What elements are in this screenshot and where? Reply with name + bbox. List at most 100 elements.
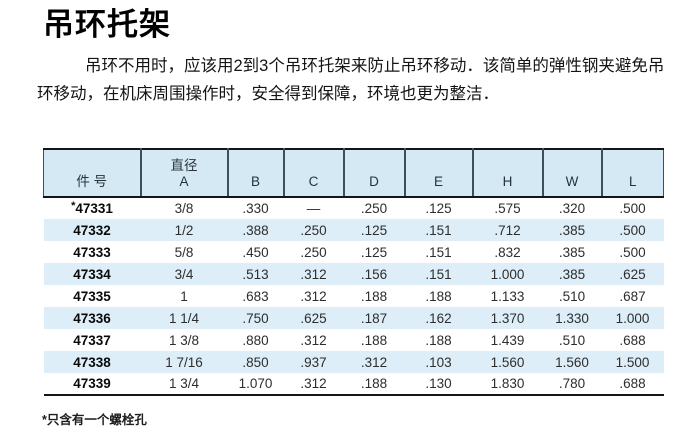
value-cell: 1/2 — [140, 219, 228, 241]
part-number-cell: 47339 — [43, 373, 141, 396]
header-label: B — [250, 174, 260, 189]
value-cell: .125 — [343, 241, 405, 263]
part-number-cell: 47336 — [43, 307, 141, 329]
value-cell: .510 — [542, 329, 602, 351]
part-number-cell: 47338 — [43, 351, 141, 373]
value-cell: 3/8 — [140, 197, 228, 219]
value-cell: .385 — [542, 241, 602, 263]
value-cell: 1.560 — [542, 351, 602, 373]
value-cell: 5/8 — [140, 241, 228, 263]
value-cell: .130 — [404, 373, 473, 396]
value-cell: 1.000 — [472, 263, 543, 285]
value-cell: .188 — [404, 329, 473, 351]
value-cell: .320 — [542, 197, 602, 219]
header-label: H — [502, 174, 513, 189]
value-cell: .125 — [404, 197, 473, 219]
part-number-cell: 47333 — [43, 241, 141, 263]
value-cell: — — [283, 197, 344, 219]
value-cell: .312 — [283, 373, 344, 396]
page-title: 吊环托架 — [43, 7, 171, 42]
value-cell: .250 — [343, 197, 405, 219]
table-header-row: 件 号 直径 A B C D E H W L — [43, 149, 664, 198]
value-cell: .500 — [601, 241, 664, 263]
table-header: 件 号 直径 A B C D E H W L — [43, 149, 664, 198]
intro-paragraph: 吊环不用时，应该用2到3个吊环托架来防止吊环移动．该简单的弹性钢夹避免吊 环移动… — [37, 52, 679, 108]
value-cell: .388 — [227, 219, 284, 241]
value-cell: .188 — [343, 329, 405, 351]
value-cell: 1.830 — [472, 373, 543, 396]
value-cell: .688 — [601, 373, 664, 396]
value-cell: 1.133 — [472, 285, 543, 307]
value-cell: .385 — [542, 219, 602, 241]
table-body: *47331 3/8.330— .250.125.575.320.500 47332 1… — [43, 197, 664, 396]
value-cell: .625 — [283, 307, 344, 329]
table-row: 47333 5/8.450.250.125.151.832.385.500 — [43, 241, 664, 263]
value-cell: 1 3/4 — [140, 373, 228, 396]
table-row: 47337 1 3/8.880.312.188.188 1.439.510.688 — [43, 329, 664, 351]
value-cell: .937 — [283, 351, 344, 373]
part-number-cell: 47334 — [43, 263, 141, 285]
header-label: C — [308, 174, 319, 189]
table-header-cell: L — [600, 149, 664, 198]
value-cell: 1.070 — [227, 373, 284, 396]
value-cell: .780 — [542, 373, 602, 396]
parts-spec-table: 件 号直径 A B C D E H W L *47331 3/8.330— .250.125.575… — [43, 148, 664, 396]
table-row: 47332 1/2.388.250.125.151.712.385.500 — [43, 219, 664, 241]
header-label: E — [433, 174, 443, 189]
value-cell: .162 — [404, 307, 473, 329]
header-label: L — [628, 174, 637, 189]
value-cell: .683 — [227, 285, 284, 307]
table-header-cell: H — [471, 149, 543, 198]
value-cell: .151 — [404, 219, 473, 241]
value-cell: 1.000 — [601, 307, 664, 329]
value-cell: .187 — [343, 307, 405, 329]
value-cell: 1.500 — [601, 351, 664, 373]
table-header-cell: B — [226, 149, 284, 198]
value-cell: .156 — [343, 263, 405, 285]
value-cell: .880 — [227, 329, 284, 351]
table-row: 47334 3/4.513.312.156.151 1.000.385.625 — [43, 263, 664, 285]
value-cell: .125 — [343, 219, 405, 241]
intro-line-1: 吊环不用时，应该用2到3个吊环托架来防止吊环移动．该简单的弹性钢夹避免吊 — [85, 57, 665, 75]
table-header-cell: D — [342, 149, 405, 198]
value-cell: 1 7/16 — [140, 351, 228, 373]
value-cell: 1.439 — [472, 329, 543, 351]
header-label: 件 号 — [76, 174, 108, 189]
value-cell: .625 — [601, 263, 664, 285]
value-cell: .750 — [227, 307, 284, 329]
footnote: *只含有一个螺栓孔 — [42, 413, 147, 427]
table-row: 47339 1 3/4 1.070.312.188.130 1.830.780.688 — [43, 373, 664, 396]
value-cell: .151 — [404, 241, 473, 263]
value-cell: 1.330 — [542, 307, 602, 329]
value-cell: 3/4 — [140, 263, 228, 285]
part-number-cell: 47335 — [43, 285, 141, 307]
value-cell: 1 1/4 — [140, 307, 228, 329]
value-cell: .450 — [227, 241, 284, 263]
value-cell: 1 3/8 — [140, 329, 228, 351]
value-cell: .312 — [283, 329, 344, 351]
header-label: W — [565, 174, 579, 189]
table-row: 47336 1 1/4.750.625.187.162 1.370 1.330 1.00… — [43, 307, 664, 329]
table-header-cell: 直径 A — [139, 149, 228, 198]
table-header-cell: W — [541, 149, 602, 198]
value-cell: .312 — [283, 263, 344, 285]
value-cell: .312 — [343, 351, 405, 373]
header-label: D — [369, 174, 379, 189]
part-number-cell: 47332 — [43, 219, 141, 241]
asterisk-marker: * — [71, 200, 76, 212]
value-cell: .575 — [472, 197, 543, 219]
part-number-cell: *47331 — [43, 197, 141, 219]
value-cell: 1.370 — [472, 307, 543, 329]
value-cell: .712 — [472, 219, 543, 241]
value-cell: .385 — [542, 263, 602, 285]
value-cell: .188 — [404, 285, 473, 307]
value-cell: .250 — [283, 241, 344, 263]
header-label-line2: A — [179, 174, 189, 189]
table-header-cell: 件 号 — [43, 149, 141, 198]
header-label: 直径 — [170, 158, 198, 173]
table-row: 47335 1.683.312.188.188 1.133.510.687 — [43, 285, 664, 307]
value-cell: .330 — [227, 197, 284, 219]
value-cell: .513 — [227, 263, 284, 285]
value-cell: 1 — [140, 285, 228, 307]
